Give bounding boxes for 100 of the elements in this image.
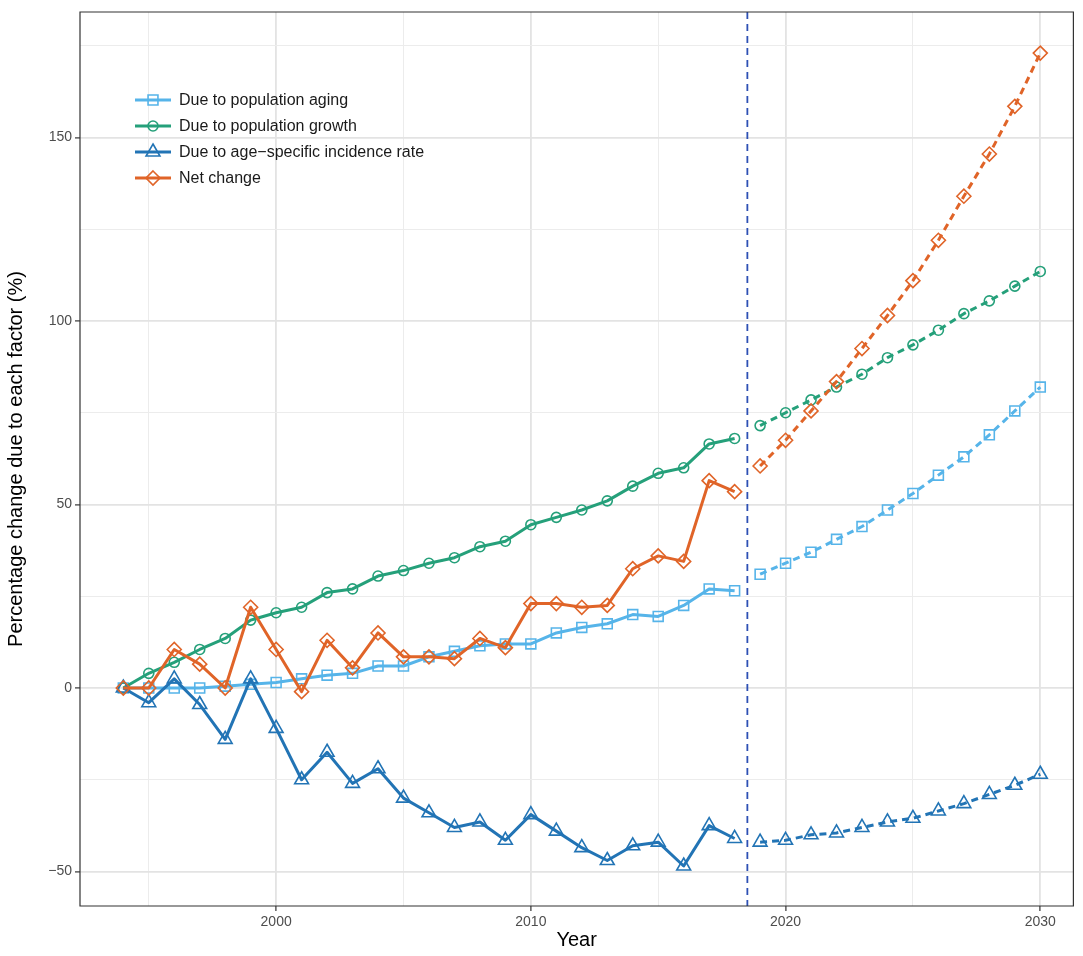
point (372, 660, 384, 672)
legend-label: Net change (179, 169, 261, 187)
point (525, 638, 537, 650)
point (548, 595, 565, 612)
y-tick-label: 50 (56, 495, 73, 512)
point (573, 599, 590, 616)
point (932, 469, 945, 481)
legend-label: Due to population growth (179, 117, 357, 135)
point (854, 340, 870, 357)
point (626, 608, 639, 621)
point (193, 682, 206, 694)
point (779, 406, 792, 419)
point (397, 564, 410, 577)
point (574, 838, 590, 853)
point (905, 809, 921, 824)
point (983, 429, 996, 441)
point (881, 504, 894, 516)
point (219, 632, 231, 645)
y-tick-label: 0 (64, 678, 73, 695)
point (372, 570, 384, 582)
point (626, 480, 639, 492)
x-tick-label: 2020 (769, 913, 802, 930)
point (703, 583, 715, 595)
point (575, 504, 588, 516)
point (166, 641, 183, 658)
legend-label: Due to age−specific incidence rate (179, 143, 425, 161)
point (193, 643, 206, 656)
point (499, 638, 512, 650)
point (754, 568, 766, 580)
point (423, 557, 435, 570)
point (499, 535, 512, 548)
point (805, 394, 817, 406)
point (321, 586, 333, 599)
point (421, 803, 437, 818)
point (777, 432, 794, 449)
point (677, 599, 690, 612)
point (395, 649, 412, 665)
point (217, 680, 233, 696)
point (395, 789, 412, 803)
point (446, 650, 463, 667)
point (879, 307, 896, 324)
point (446, 818, 463, 833)
point (141, 693, 157, 708)
point (1009, 280, 1021, 292)
point (166, 670, 182, 684)
point (1032, 45, 1049, 61)
point (525, 518, 537, 531)
point (599, 851, 615, 866)
point (830, 533, 843, 546)
point (497, 639, 514, 656)
point (242, 670, 259, 684)
point (550, 511, 563, 524)
point (726, 483, 743, 500)
x-tick-label: 2010 (515, 913, 547, 930)
point (548, 822, 565, 836)
point (652, 610, 664, 623)
point (321, 669, 333, 681)
point (344, 774, 361, 789)
point (701, 816, 717, 831)
point (295, 673, 308, 685)
point (191, 695, 208, 710)
point (472, 813, 488, 827)
point (474, 540, 486, 553)
point (523, 595, 539, 612)
point (703, 438, 715, 450)
x-axis-title: Year (556, 927, 598, 950)
y-axis-title: Percentage change due to each factor (%) (3, 271, 26, 647)
point (268, 641, 284, 658)
point (168, 656, 181, 669)
point (268, 719, 284, 734)
point (624, 560, 641, 577)
point (270, 606, 282, 619)
point (370, 625, 386, 641)
point (217, 730, 233, 745)
point (777, 831, 794, 846)
point (319, 743, 335, 758)
point (932, 324, 945, 336)
point (881, 351, 894, 364)
x-tick-label: 2000 (260, 913, 292, 930)
point (599, 597, 616, 614)
point (930, 232, 947, 249)
point (856, 520, 868, 533)
point (601, 618, 614, 630)
point (295, 601, 308, 614)
point (601, 495, 614, 507)
point (270, 676, 282, 689)
point (828, 824, 845, 838)
point (830, 381, 843, 393)
x-tick-label: 2030 (1024, 913, 1057, 930)
point (675, 553, 692, 570)
point (956, 794, 972, 809)
point (905, 272, 921, 289)
point (828, 373, 845, 390)
point (803, 826, 819, 840)
point (1034, 381, 1047, 393)
point (981, 146, 998, 162)
point (191, 656, 208, 672)
y-tick-label: −50 (48, 862, 73, 879)
point (497, 831, 514, 846)
point (701, 472, 717, 489)
